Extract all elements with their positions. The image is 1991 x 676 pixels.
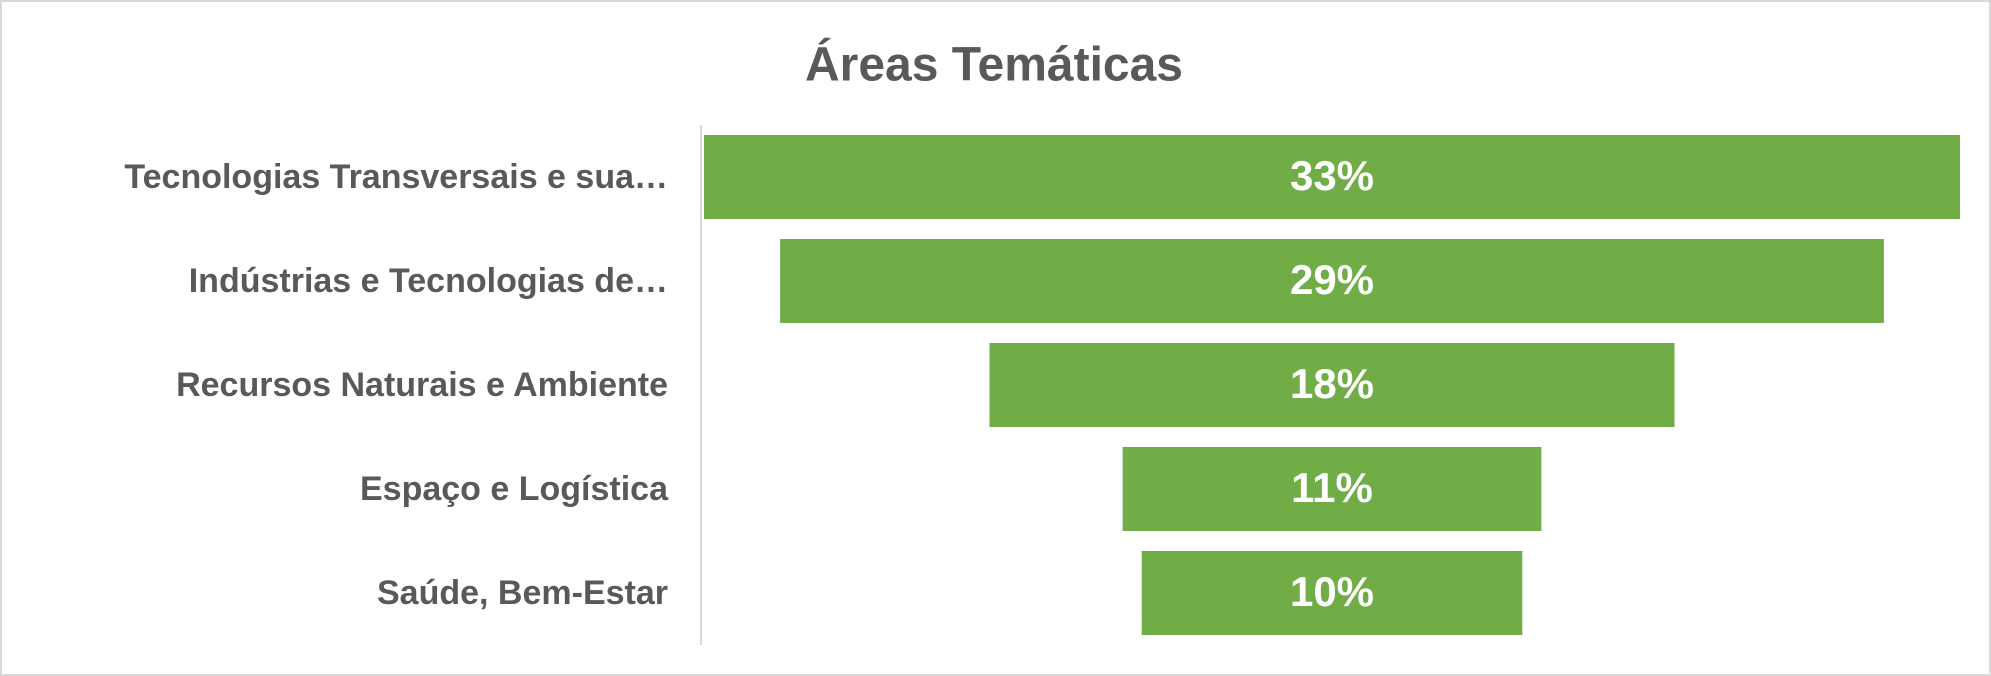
funnel-bar [704,135,1960,219]
category-label: Tecnologias Transversais e sua… [124,158,668,196]
category-label: Saúde, Bem-Estar [377,574,668,612]
funnel-bar [989,343,1675,427]
category-label: Espaço e Logística [360,470,669,508]
value-label: 33% [1290,152,1374,199]
funnel-bar [1122,447,1542,531]
funnel-bar [780,239,1884,323]
value-label: 11% [1291,464,1373,511]
chart-title: Áreas Temáticas [805,38,1183,92]
value-label: 29% [1290,256,1374,303]
value-label: 10% [1290,568,1374,615]
funnel-bar [1141,551,1523,635]
category-label: Indústrias e Tecnologias de… [189,262,668,300]
value-label: 18% [1290,360,1374,407]
category-label: Recursos Naturais e Ambiente [176,366,668,404]
